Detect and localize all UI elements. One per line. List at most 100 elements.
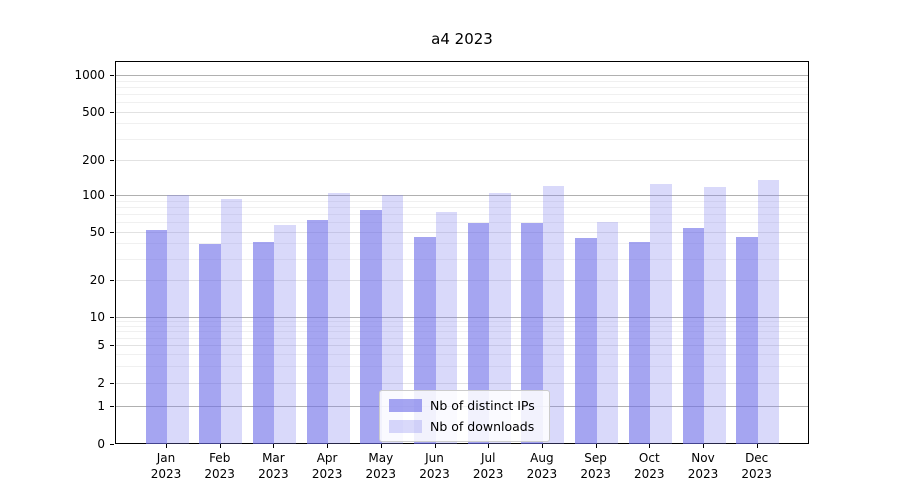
y-tick-label-2: 2 [97, 376, 105, 390]
x-tick-mark-sep [595, 444, 597, 448]
x-label-month: Oct [638, 451, 660, 465]
gridline-10 [116, 317, 808, 318]
bar-downloads-jan [167, 195, 189, 444]
x-label-month: Feb [209, 451, 231, 465]
gridline-200 [116, 160, 808, 161]
gridline-minor [116, 321, 808, 323]
gridline-minor [116, 354, 808, 356]
x-tick-label-nov: Nov 2023 [671, 450, 735, 482]
x-label-month: May [368, 451, 394, 465]
x-label-month: Jun [425, 451, 444, 465]
legend-swatch-distinct-ips [389, 399, 422, 412]
bar-downloads-jul [489, 192, 511, 444]
gridline-minor [116, 213, 808, 215]
gridline-5 [116, 345, 808, 346]
x-tick-mark-feb [219, 444, 221, 448]
x-label-year: 2023 [634, 467, 665, 481]
y-tick-mark-1 [110, 406, 114, 407]
y-tick-mark-100 [110, 195, 114, 196]
x-label-year: 2023 [204, 467, 235, 481]
x-label-year: 2023 [741, 467, 772, 481]
gridline-500 [116, 111, 808, 113]
x-label-year: 2023 [365, 467, 397, 481]
bar-downloads-may [381, 194, 404, 444]
gridline-minor [116, 200, 808, 202]
x-tick-label-jan: Jan 2023 [134, 450, 198, 482]
x-tick-mark-jan [166, 444, 167, 448]
gridline-100 [116, 195, 808, 196]
gridline-minor [116, 123, 808, 125]
x-tick-label-apr: Apr 2023 [295, 450, 359, 482]
y-tick-mark-50 [110, 231, 114, 233]
gridline-minor [116, 258, 808, 260]
bar-distinct-ips-mar [252, 241, 275, 444]
x-tick-mark-mar [273, 444, 275, 448]
x-label-year: 2023 [419, 467, 450, 481]
x-tick-label-dec: Dec 2023 [725, 450, 789, 482]
bar-downloads-oct [650, 183, 672, 444]
x-tick-mark-dec [756, 444, 758, 448]
gridline-minor [116, 243, 808, 245]
bar-downloads-nov [704, 186, 726, 444]
bar-distinct-ips-dec [736, 236, 758, 444]
x-tick-label-may: May 2023 [349, 450, 413, 482]
chart-title: a4 2023 [431, 30, 493, 48]
x-tick-mark-nov [703, 444, 704, 448]
x-label-month: Aug [530, 451, 554, 465]
y-tick-mark-5 [110, 345, 114, 346]
x-tick-label-jun: Jun 2023 [403, 450, 467, 482]
gridline-minor [116, 93, 808, 95]
x-tick-mark-may [380, 444, 382, 448]
x-tick-mark-oct [649, 444, 651, 448]
legend-item-downloads: Nb of downloads [389, 419, 539, 434]
gridline-50 [116, 231, 808, 233]
y-tick-mark-1000 [110, 75, 114, 76]
x-tick-mark-jul [488, 444, 490, 448]
x-tick-mark-aug [541, 444, 543, 448]
bar-downloads-feb [220, 198, 243, 444]
x-tick-label-aug: Aug 2023 [510, 450, 574, 482]
y-tick-label-1: 1 [97, 399, 105, 413]
bar-distinct-ips-feb [199, 244, 221, 444]
gridline-minor [116, 366, 808, 368]
plot-area: Nb of distinct IPs Nb of downloads [115, 61, 809, 444]
bar-distinct-ips-sep [575, 238, 597, 444]
bar-downloads-mar [274, 224, 296, 444]
y-tick-mark-500 [110, 111, 114, 113]
gridline-2 [116, 383, 808, 384]
y-tick-mark-200 [110, 160, 114, 161]
gridline-minor [116, 326, 808, 327]
y-tick-label-10: 10 [89, 310, 105, 324]
x-tick-label-feb: Feb 2023 [188, 450, 252, 482]
y-tick-mark-10 [110, 317, 114, 318]
x-label-month: Jul [480, 451, 496, 465]
bar-distinct-ips-apr [306, 220, 329, 444]
y-tick-label-100: 100 [82, 188, 105, 202]
gridline-minor [116, 221, 808, 223]
x-label-month: Mar [262, 451, 285, 465]
gridline-minor [116, 337, 808, 339]
y-tick-label-500: 500 [82, 104, 105, 119]
bar-downloads-jun [435, 211, 457, 444]
gridline-minor [116, 331, 808, 333]
x-tick-label-mar: Mar 2023 [241, 450, 305, 482]
x-label-month: Jan [156, 451, 176, 465]
x-label-month: Sep [584, 451, 607, 465]
bar-downloads-sep [596, 222, 619, 444]
gridline-minor [116, 80, 808, 82]
bar-distinct-ips-aug [521, 222, 543, 444]
x-label-year: 2023 [258, 467, 289, 481]
legend-swatch-downloads [389, 420, 422, 433]
y-tick-label-1000: 1000 [74, 68, 105, 82]
bar-downloads-apr [328, 193, 350, 444]
bar-distinct-ips-jan [145, 230, 167, 444]
x-tick-mark-apr [327, 444, 329, 448]
x-tick-label-jul: Jul 2023 [456, 450, 520, 482]
x-label-year: 2023 [526, 467, 558, 481]
x-tick-label-sep: Sep 2023 [564, 450, 628, 482]
legend-label-downloads: Nb of downloads [430, 419, 535, 434]
gridline-minor [116, 101, 808, 103]
y-tick-label-20: 20 [89, 273, 105, 287]
y-tick-mark-20 [110, 280, 114, 281]
